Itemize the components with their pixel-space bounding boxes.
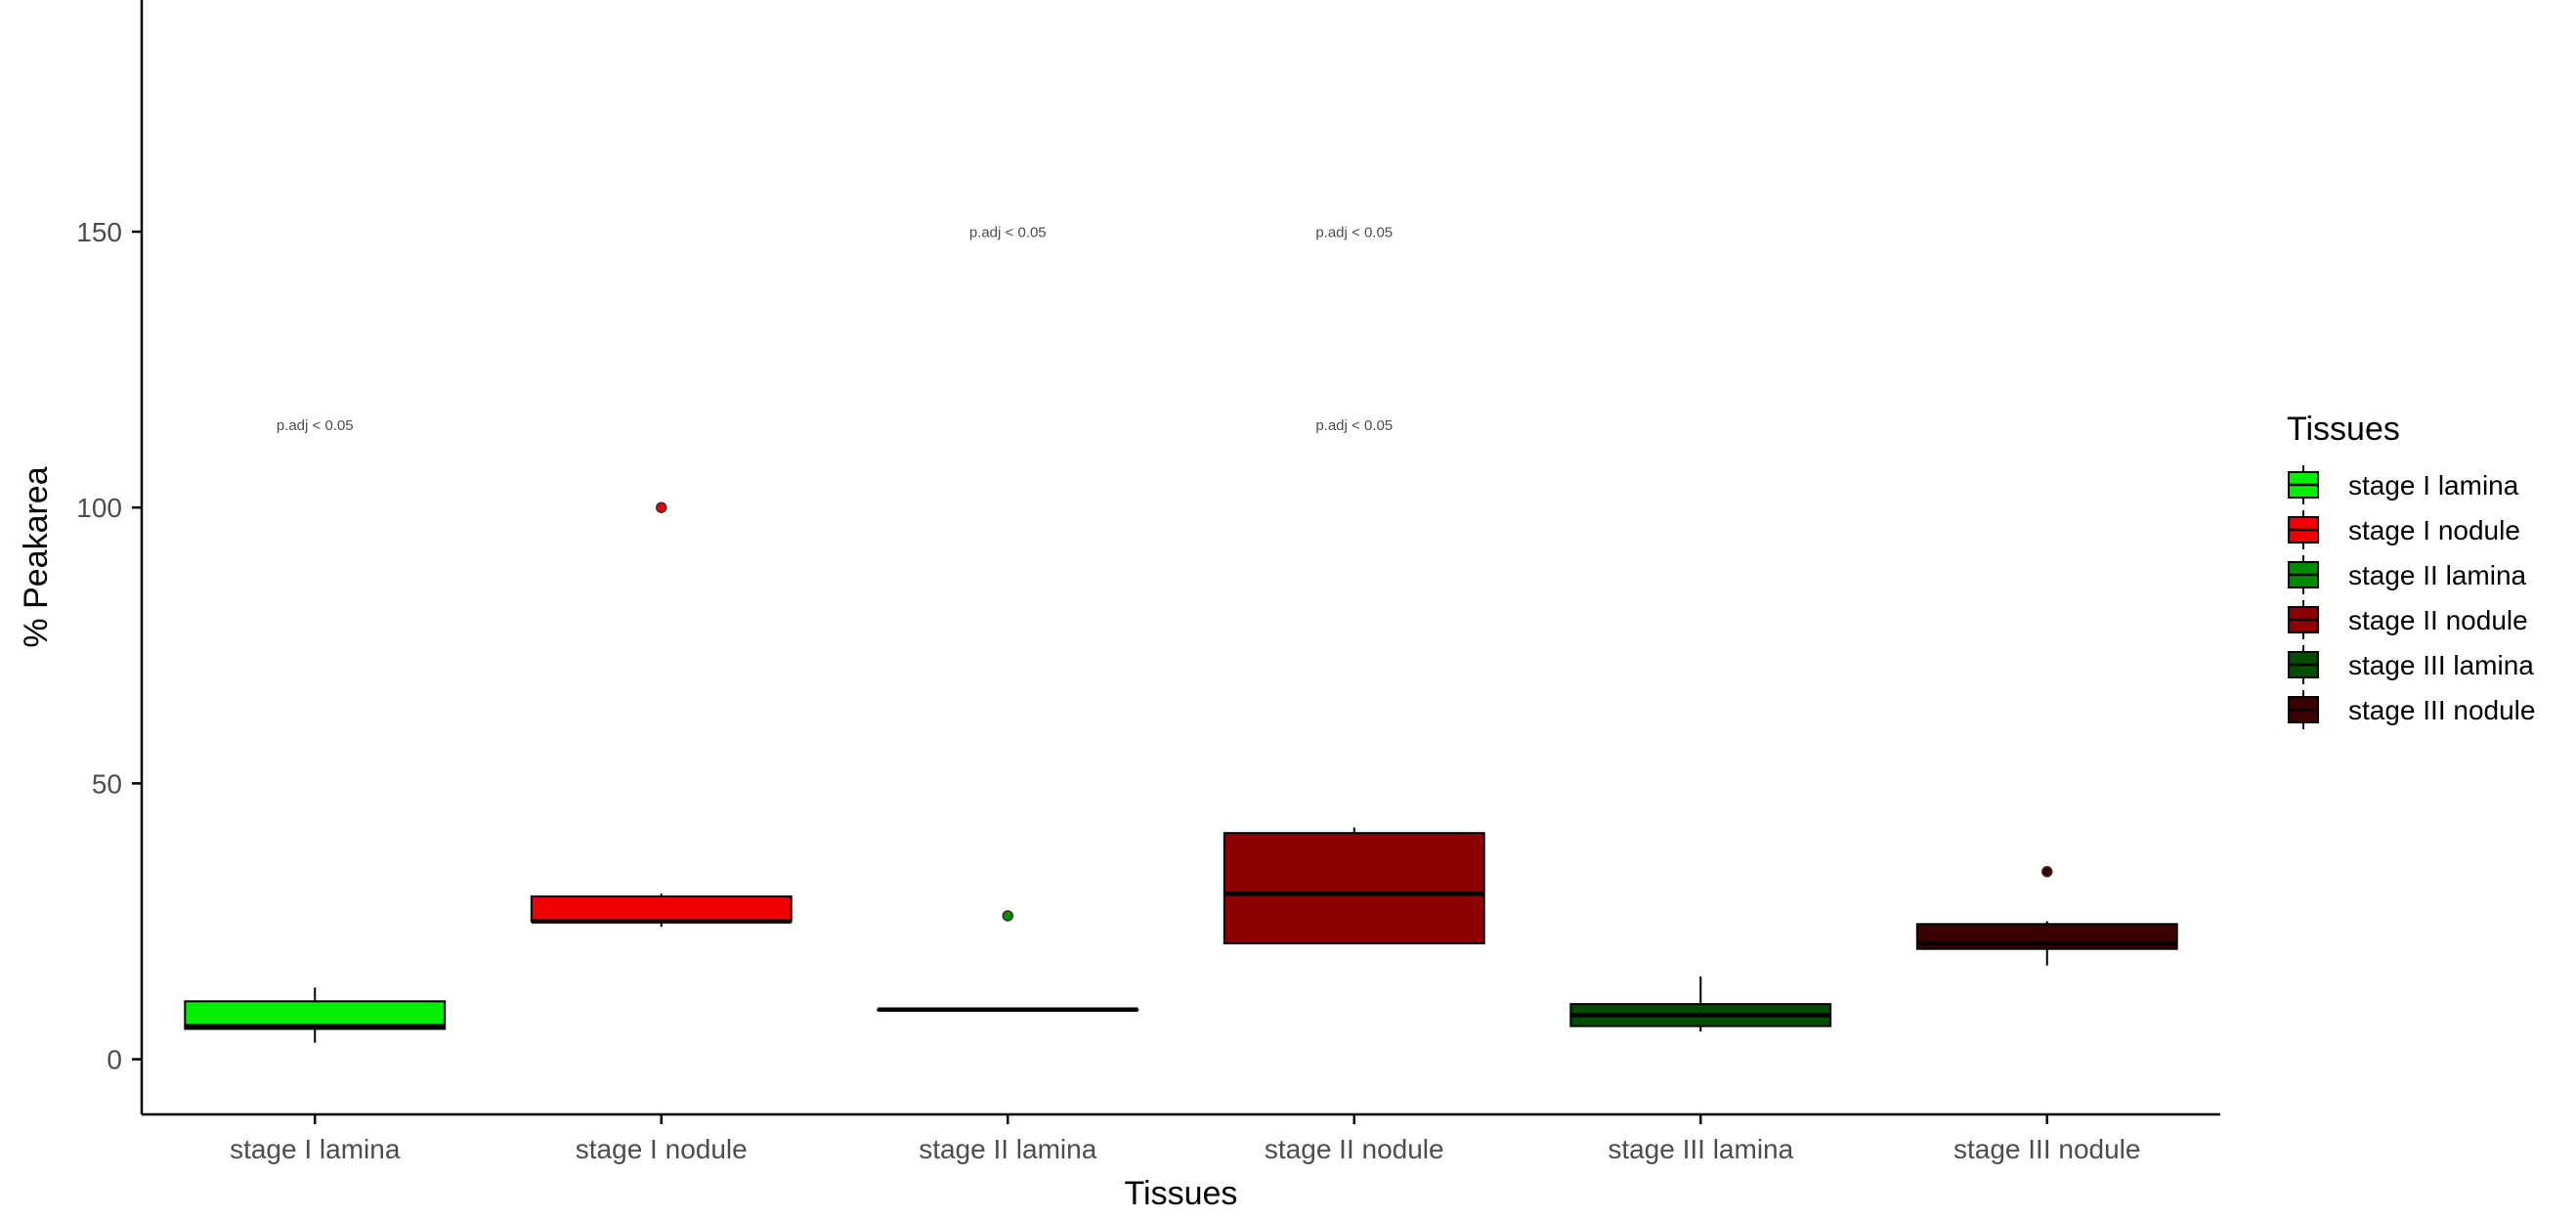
legend-label: stage II nodule xyxy=(2348,605,2528,635)
box-body xyxy=(1223,832,1485,945)
x-tick-label: stage III lamina xyxy=(1608,1134,1793,1164)
legend-label: stage III lamina xyxy=(2348,650,2534,680)
y-tick-label: 150 xyxy=(76,217,122,247)
box-outlier xyxy=(656,501,667,513)
legend-label: stage I lamina xyxy=(2348,470,2519,501)
box-outlier xyxy=(1002,910,1013,922)
legend-label: stage II lamina xyxy=(2348,560,2527,590)
y-tick-label: 0 xyxy=(107,1045,122,1075)
y-axis-title: % Peakarea xyxy=(18,466,55,647)
x-tick-label: stage I lamina xyxy=(230,1134,401,1164)
legend-title: Tissues xyxy=(2287,411,2400,448)
x-axis-title: Tissues xyxy=(1125,1175,1238,1212)
x-tick-label: stage I nodule xyxy=(576,1134,748,1164)
legend-label: stage III nodule xyxy=(2348,695,2535,725)
x-tick-label: stage III nodule xyxy=(1953,1134,2140,1164)
x-tick-label: stage II lamina xyxy=(919,1134,1097,1164)
y-tick-label: 100 xyxy=(76,493,122,523)
box-body xyxy=(530,895,793,923)
annotation-label: p.adj < 0.05 xyxy=(1315,225,1393,241)
annotation-label: p.adj < 0.05 xyxy=(969,225,1047,241)
legend-label: stage I nodule xyxy=(2348,515,2520,545)
annotation-label: p.adj < 0.05 xyxy=(277,417,354,434)
y-tick-label: 50 xyxy=(92,768,122,799)
annotation-label: p.adj < 0.05 xyxy=(1315,417,1393,434)
box-outlier xyxy=(2041,865,2053,878)
x-tick-label: stage II nodule xyxy=(1265,1134,1444,1164)
